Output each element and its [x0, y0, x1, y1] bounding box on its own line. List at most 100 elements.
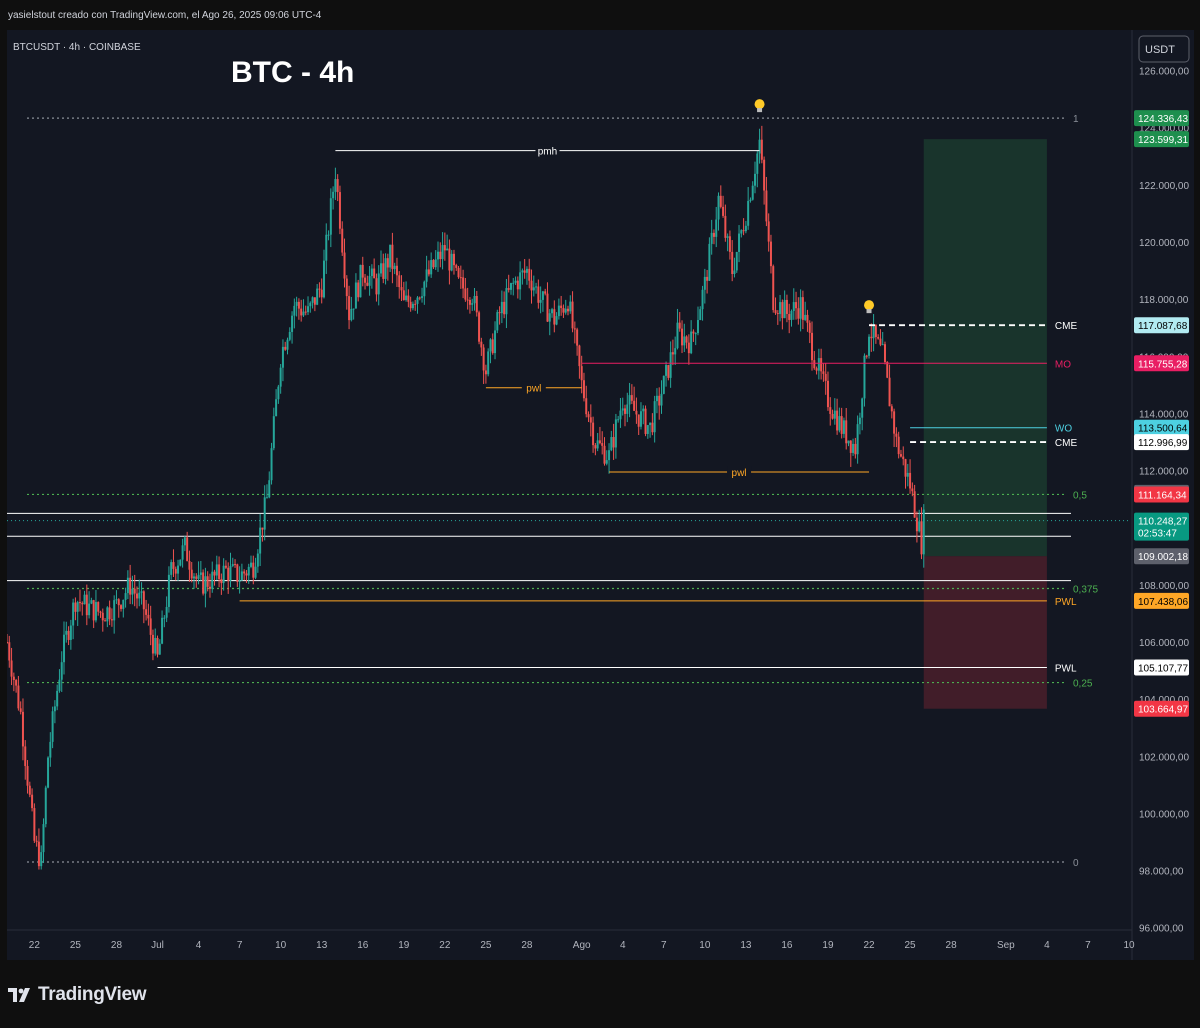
- candle: [503, 291, 506, 319]
- candle-body: [498, 312, 501, 314]
- candle: [799, 289, 802, 332]
- time-tick-label: 10: [275, 940, 287, 951]
- candle-body: [135, 593, 138, 599]
- candle: [149, 605, 152, 646]
- candle-body: [115, 599, 118, 601]
- candle-body: [484, 370, 487, 375]
- candle: [313, 297, 316, 312]
- candle: [601, 431, 604, 455]
- candle: [699, 306, 702, 321]
- candle: [494, 321, 497, 360]
- candle-body: [195, 576, 198, 579]
- candle: [915, 511, 918, 543]
- candle: [733, 257, 736, 278]
- candle-body: [509, 283, 512, 290]
- candle: [122, 599, 125, 618]
- candle: [690, 320, 693, 355]
- time-tick-label: 28: [111, 940, 123, 951]
- candle-body: [589, 417, 592, 423]
- fib-0.375-label: 0,375: [1073, 584, 1098, 595]
- candle: [624, 404, 627, 427]
- candle: [514, 276, 517, 286]
- candle-body: [909, 472, 912, 489]
- candle-body: [555, 316, 558, 325]
- candle: [717, 192, 720, 231]
- candle-body: [596, 440, 599, 449]
- candle-body: [619, 410, 622, 420]
- candle-body: [222, 565, 225, 584]
- candle: [845, 407, 848, 450]
- price-label-bg-9: [1134, 548, 1189, 565]
- candle: [639, 402, 642, 430]
- candle: [304, 305, 307, 316]
- candle-body: [49, 741, 52, 758]
- candle: [88, 591, 91, 619]
- candle-body: [751, 185, 754, 200]
- candle: [557, 298, 560, 320]
- candle: [135, 586, 138, 609]
- candle: [742, 218, 745, 236]
- candle: [131, 575, 134, 605]
- candle: [507, 274, 510, 293]
- candle: [544, 288, 547, 296]
- candle-body: [906, 472, 909, 477]
- candle: [391, 232, 394, 284]
- candle-body: [576, 329, 579, 346]
- time-tick-label: 16: [357, 940, 369, 951]
- candle: [138, 579, 141, 607]
- candle-body: [421, 296, 424, 298]
- candle: [199, 560, 202, 581]
- candle: [541, 290, 544, 312]
- candle-body: [516, 280, 519, 290]
- candle-body: [669, 352, 672, 378]
- candle: [332, 186, 335, 210]
- candle: [7, 633, 8, 644]
- candle-body: [829, 407, 832, 414]
- candle: [190, 562, 193, 583]
- candle-body: [863, 355, 866, 399]
- candle: [345, 275, 348, 310]
- candle-body: [238, 580, 241, 582]
- candle-body: [530, 280, 533, 291]
- candle-body: [432, 260, 435, 268]
- candle: [386, 253, 389, 281]
- tradingview-logo[interactable]: TradingView: [8, 984, 147, 1006]
- candle-body: [97, 602, 100, 612]
- candle: [833, 398, 836, 425]
- candle-body: [208, 586, 211, 589]
- candle: [509, 282, 512, 295]
- candle: [906, 463, 909, 487]
- candle-body: [799, 297, 802, 319]
- candle-body: [765, 190, 768, 222]
- candle-body: [117, 599, 120, 606]
- candle-body: [655, 395, 658, 402]
- candle-body: [149, 618, 152, 635]
- candle-body: [389, 244, 392, 268]
- candle: [621, 397, 624, 416]
- candle-body: [459, 277, 462, 279]
- candle: [500, 290, 503, 324]
- candle: [870, 323, 873, 352]
- candle-body: [293, 305, 296, 316]
- price-tick-label: 112.000,00: [1139, 467, 1189, 478]
- candle: [277, 384, 280, 404]
- annotation-label-5: WO: [1055, 424, 1072, 435]
- currency-button[interactable]: USDT: [1138, 35, 1190, 63]
- candle-body: [53, 706, 56, 712]
- candlestick-chart[interactable]: 1 0,5 0,375 0,25 0 pmh pwl pwl CME MO WO CME PWL PWL…: [7, 30, 1194, 960]
- candle: [760, 125, 763, 164]
- candle: [33, 803, 36, 843]
- candle: [628, 382, 631, 418]
- candle-body: [893, 411, 896, 434]
- candle-body: [288, 331, 291, 340]
- candle: [567, 305, 569, 316]
- candle: [302, 299, 305, 317]
- candle: [724, 204, 727, 242]
- time-tick-label: 25: [480, 940, 492, 951]
- price-label-bg-11: [1134, 659, 1189, 676]
- candle: [336, 174, 339, 202]
- candle: [847, 440, 850, 447]
- candle-body: [749, 199, 752, 201]
- candle-body: [473, 295, 476, 304]
- candle: [651, 413, 654, 436]
